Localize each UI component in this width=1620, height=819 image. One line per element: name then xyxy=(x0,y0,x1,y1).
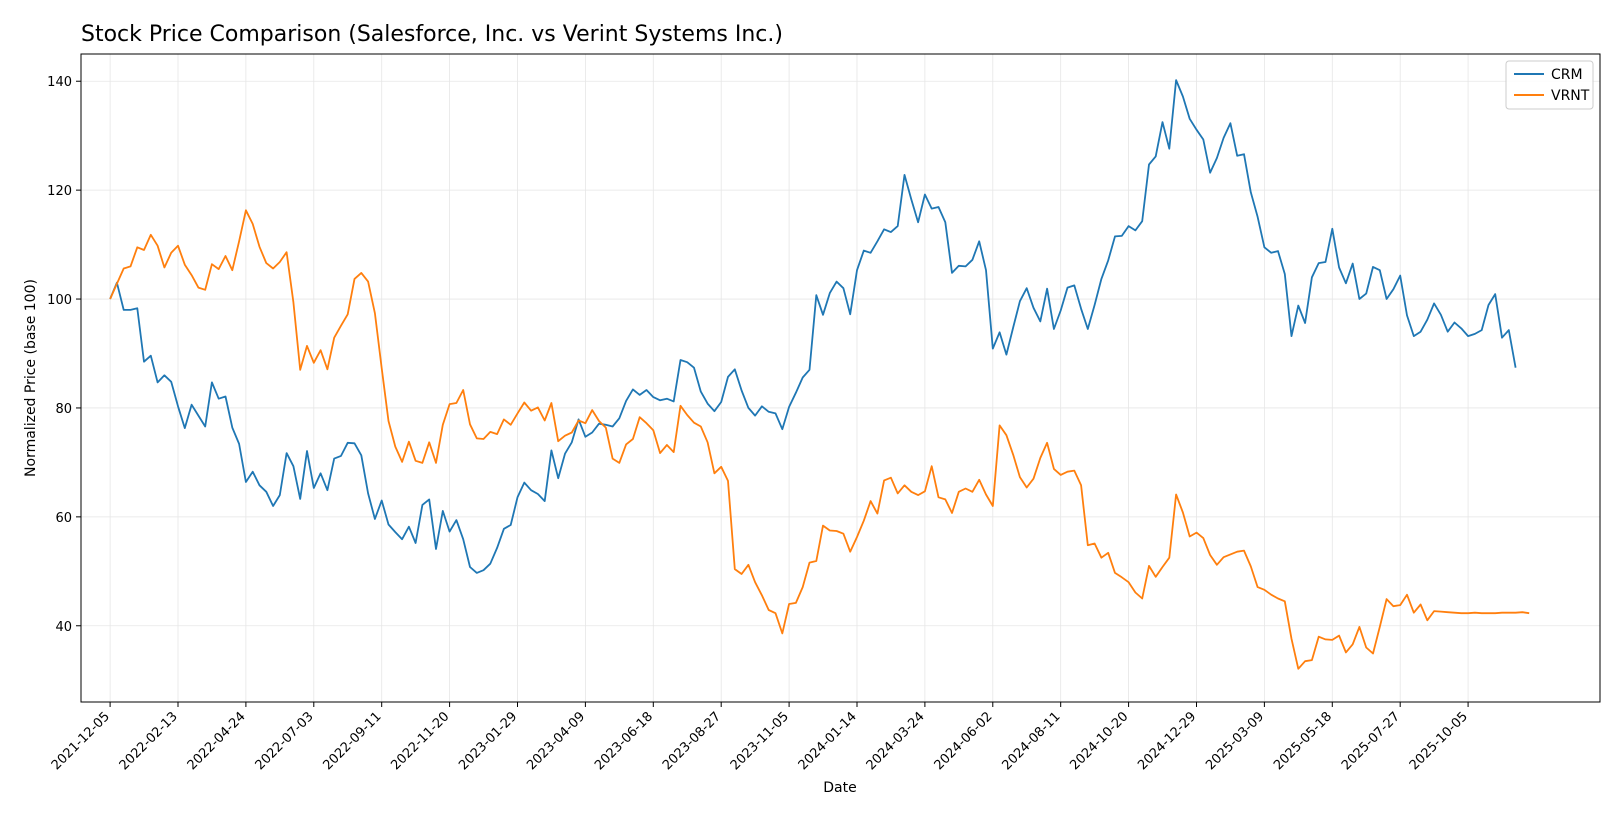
x-tick-label: 2023-11-05 xyxy=(728,709,792,773)
series-line-vrnt xyxy=(109,209,1530,670)
x-tick-label: 2025-10-05 xyxy=(1407,709,1471,773)
x-axis: 2021-12-05 2022-02-13 2022-04-24 2022-07-03… xyxy=(49,702,1471,773)
x-tick-label: 2023-04-09 xyxy=(524,709,588,773)
y-tick-label: 120 xyxy=(47,184,72,199)
y-axis-title: Normalized Price (base 100) xyxy=(23,279,39,477)
legend-label-crm: CRM xyxy=(1551,67,1583,83)
x-axis-title: Date xyxy=(823,780,856,796)
series-lines xyxy=(109,79,1530,670)
series-line-crm xyxy=(109,79,1517,574)
x-tick-label: 2022-02-13 xyxy=(117,709,181,773)
x-tick-label: 2024-03-24 xyxy=(864,709,928,773)
x-tick-label: 2024-01-14 xyxy=(796,709,860,773)
x-tick-label: 2025-07-27 xyxy=(1339,709,1403,773)
x-tick-label: 2023-06-18 xyxy=(592,709,656,773)
legend-label-vrnt: VRNT xyxy=(1551,88,1590,104)
x-tick-label: 2025-03-09 xyxy=(1203,709,1267,773)
x-tick-label: 2022-11-20 xyxy=(388,709,452,773)
x-tick-label: 2024-12-29 xyxy=(1135,709,1199,773)
y-tick-label: 40 xyxy=(55,620,72,635)
x-tick-label: 2024-06-02 xyxy=(932,709,996,773)
y-tick-label: 140 xyxy=(47,75,72,90)
x-tick-label: 2022-09-11 xyxy=(320,709,384,773)
x-tick-label: 2025-05-18 xyxy=(1271,709,1335,773)
y-tick-label: 100 xyxy=(47,293,72,308)
plot-area-frame xyxy=(80,53,1601,703)
x-tick-label: 2023-08-27 xyxy=(660,709,724,773)
legend: CRM VRNT xyxy=(1505,60,1594,110)
x-tick-label: 2021-12-05 xyxy=(49,709,113,773)
x-tick-label: 2022-04-24 xyxy=(185,709,249,773)
x-tick-label: 2024-10-20 xyxy=(1067,709,1131,773)
x-tick-label: 2023-01-29 xyxy=(456,709,520,773)
y-tick-label: 60 xyxy=(55,511,72,526)
chart-title: Stock Price Comparison (Salesforce, Inc.… xyxy=(81,22,783,47)
y-axis: 40 60 80 100 120 140 xyxy=(47,75,81,635)
x-tick-label: 2022-07-03 xyxy=(253,709,317,773)
grid-lines xyxy=(81,54,1600,702)
y-tick-label: 80 xyxy=(55,402,72,417)
x-tick-label: 2024-08-11 xyxy=(999,709,1063,773)
